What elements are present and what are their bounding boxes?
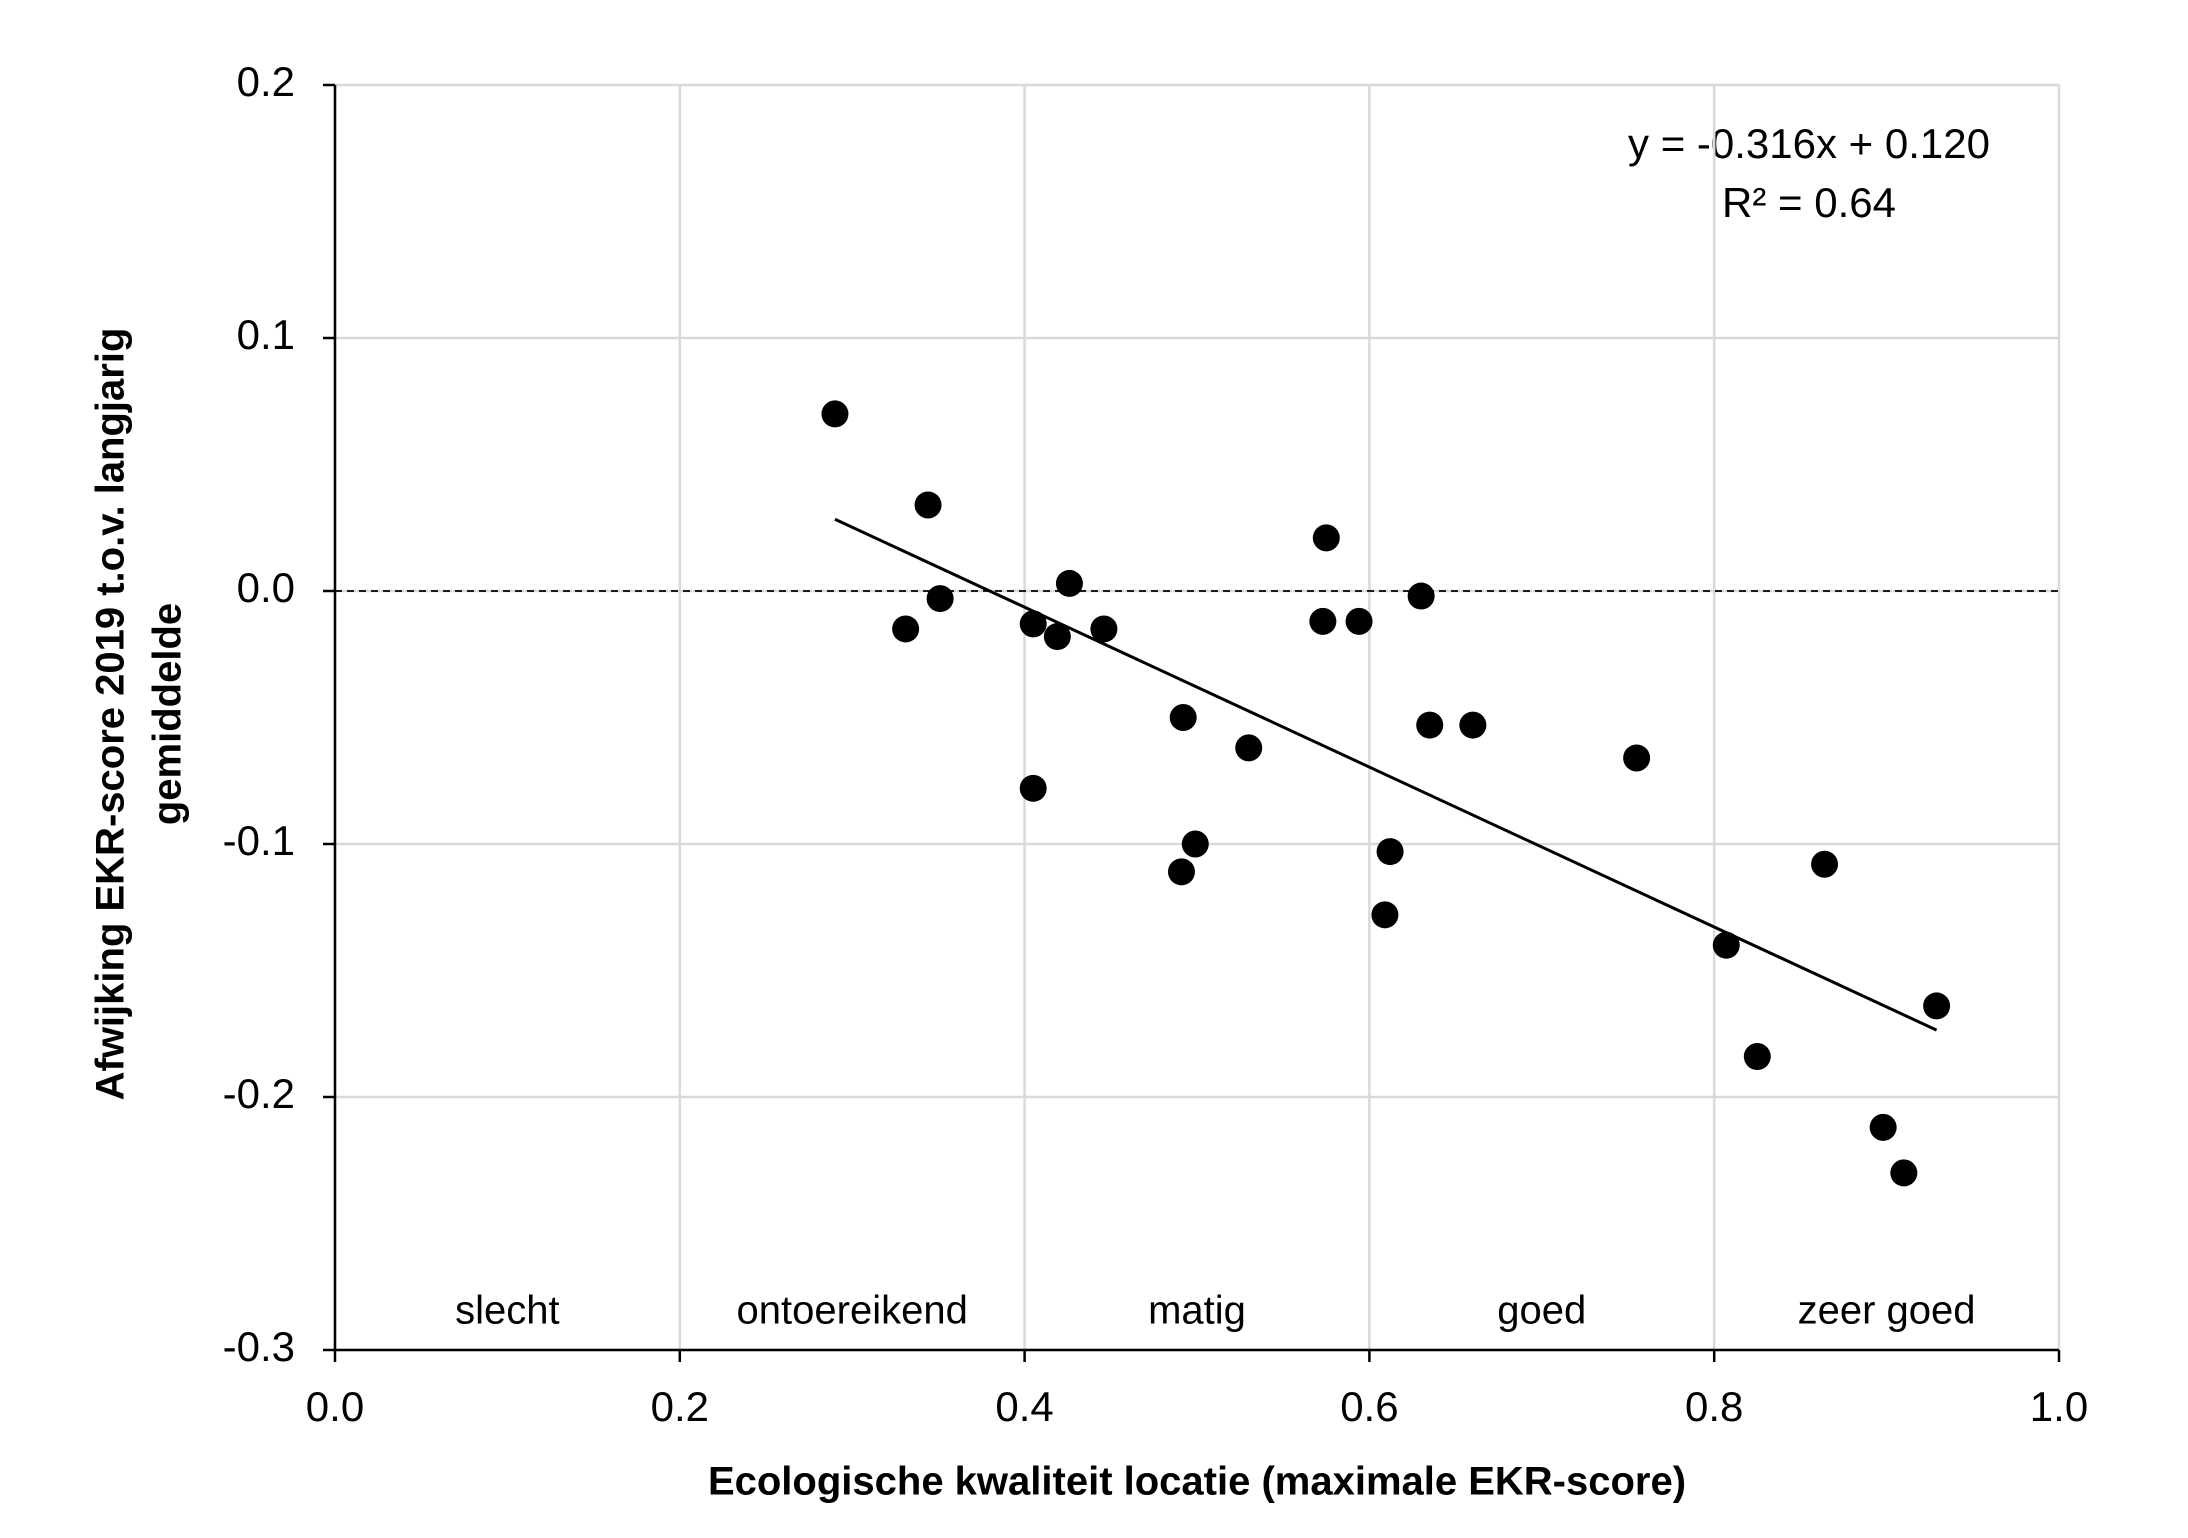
quality-class-label: matig	[1148, 1289, 1246, 1333]
x-tick-label: 0.4	[995, 1383, 1053, 1430]
data-point	[1416, 711, 1444, 739]
quality-class-label: zeer goed	[1798, 1289, 1976, 1333]
data-point	[1043, 623, 1071, 651]
quality-class-label: ontoereikend	[737, 1289, 968, 1333]
data-point	[1371, 901, 1399, 929]
quality-class-label: goed	[1497, 1289, 1586, 1333]
trend-equation: y = -0.316x + 0.120	[1628, 120, 1990, 167]
data-point	[1019, 610, 1047, 638]
data-point	[1623, 744, 1651, 772]
y-tick-label: 0.1	[237, 311, 295, 358]
data-point	[1407, 582, 1435, 610]
data-point	[1309, 607, 1337, 635]
data-point	[1312, 524, 1340, 552]
y-tick-label: 0.0	[237, 564, 295, 611]
r-squared: R² = 0.64	[1722, 179, 1896, 226]
x-tick-label: 0.2	[651, 1383, 709, 1430]
data-point	[1019, 774, 1047, 802]
y-tick-label: -0.3	[223, 1323, 295, 1370]
x-tick-label: 1.0	[2030, 1383, 2088, 1430]
data-point	[1811, 850, 1839, 878]
data-point	[1181, 830, 1209, 858]
data-point	[1923, 992, 1951, 1020]
data-point	[1345, 607, 1373, 635]
data-point	[821, 400, 849, 428]
data-point	[926, 585, 954, 613]
x-axis-title: Ecologische kwaliteit locatie (maximale …	[708, 1460, 1686, 1504]
data-point	[1167, 858, 1195, 886]
data-point	[1235, 734, 1263, 762]
x-tick-label: 0.8	[1685, 1383, 1743, 1430]
quality-class-label: slecht	[455, 1289, 560, 1333]
data-point	[1169, 704, 1197, 731]
data-point	[1743, 1043, 1771, 1071]
y-axis-title: gemiddelde	[146, 603, 190, 825]
x-tick-label: 0.6	[1340, 1383, 1398, 1430]
y-tick-label: -0.1	[223, 817, 295, 864]
data-point	[914, 491, 942, 519]
data-point	[1090, 615, 1118, 643]
x-tick-label: 0.0	[306, 1383, 364, 1430]
data-point	[1890, 1159, 1918, 1187]
data-point	[1376, 838, 1404, 866]
data-point	[892, 615, 920, 643]
trendline	[834, 517, 1938, 1032]
data-point	[1712, 931, 1740, 959]
y-tick-label: -0.2	[223, 1070, 295, 1117]
data-point	[1869, 1113, 1897, 1141]
y-tick-label: 0.2	[237, 58, 295, 105]
y-axis-title: Afwijking EKR-score 2019 t.o.v. langjari…	[89, 328, 133, 1101]
data-point	[1055, 569, 1083, 597]
data-point	[1459, 711, 1487, 739]
